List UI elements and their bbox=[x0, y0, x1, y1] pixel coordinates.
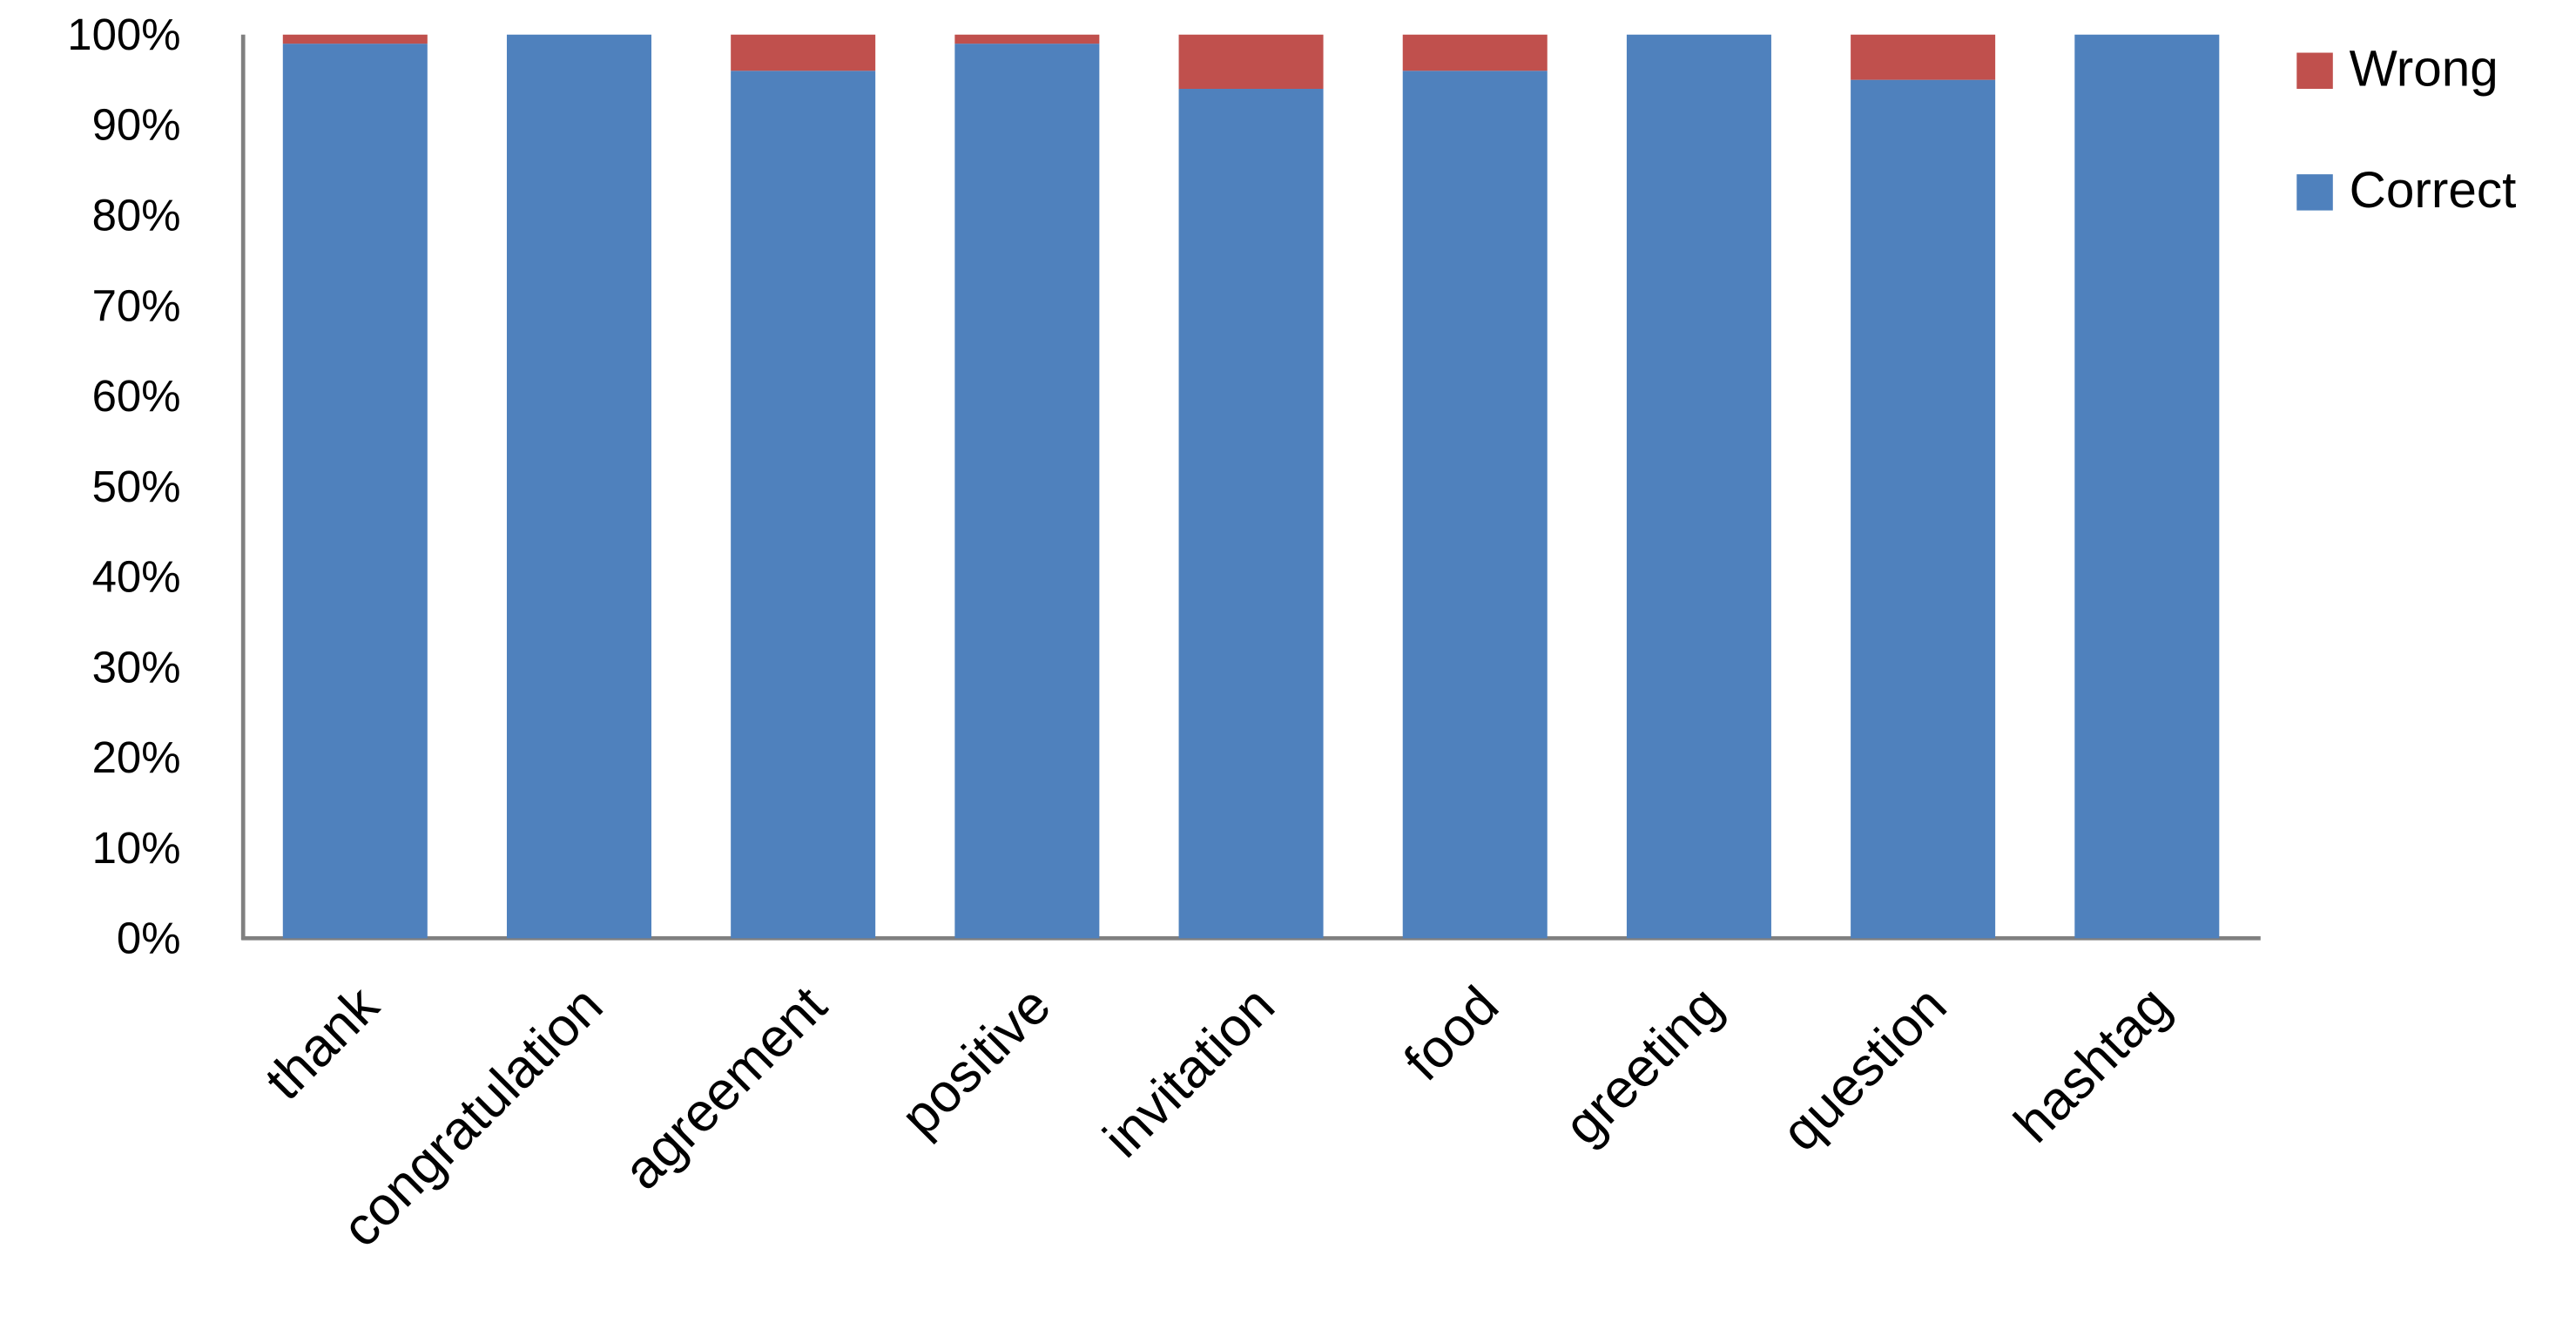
y-tick-label: 40% bbox=[92, 552, 181, 602]
legend-label: Correct bbox=[2350, 162, 2517, 219]
bar-segment bbox=[282, 44, 428, 939]
bar-segment bbox=[954, 34, 1100, 44]
y-tick-label: 60% bbox=[92, 371, 181, 421]
x-tick-label: food bbox=[1393, 975, 1510, 1092]
x-tick-label: question bbox=[1770, 975, 1958, 1163]
x-tick-label: hashtag bbox=[2003, 975, 2182, 1154]
y-tick-label: 30% bbox=[92, 642, 181, 692]
bar-segment bbox=[731, 34, 876, 71]
bar-segment bbox=[1178, 89, 1324, 939]
x-tick-label: positive bbox=[890, 975, 1062, 1148]
legend-label: Wrong bbox=[2350, 41, 2498, 98]
bar-segment bbox=[2074, 34, 2220, 939]
x-tick-label: invitation bbox=[1092, 975, 1286, 1170]
bar-segment bbox=[1402, 71, 1548, 939]
y-tick-label: 80% bbox=[92, 191, 181, 240]
x-tick-label: greeting bbox=[1553, 975, 1734, 1157]
y-tick-label: 90% bbox=[92, 100, 181, 150]
x-tick-label: thank bbox=[254, 975, 391, 1111]
bar-segment bbox=[1851, 34, 1996, 80]
bar-segment bbox=[1178, 34, 1324, 90]
bar-segment bbox=[1851, 79, 1996, 939]
y-tick-label: 70% bbox=[92, 280, 181, 330]
bar-segment bbox=[1402, 34, 1548, 71]
y-tick-label: 20% bbox=[92, 732, 181, 782]
y-tick-label: 0% bbox=[117, 914, 181, 963]
legend-swatch bbox=[2296, 52, 2333, 90]
x-tick-label: agreement bbox=[612, 975, 838, 1201]
bar-segment bbox=[954, 44, 1100, 939]
bar-segment bbox=[506, 34, 651, 939]
bar-segment bbox=[1626, 34, 1771, 939]
bar-segment bbox=[731, 71, 876, 939]
y-tick-label: 100% bbox=[67, 10, 180, 59]
bar-segment bbox=[282, 34, 428, 44]
y-tick-label: 10% bbox=[92, 823, 181, 873]
legend-swatch bbox=[2296, 174, 2333, 211]
y-tick-label: 50% bbox=[92, 462, 181, 511]
